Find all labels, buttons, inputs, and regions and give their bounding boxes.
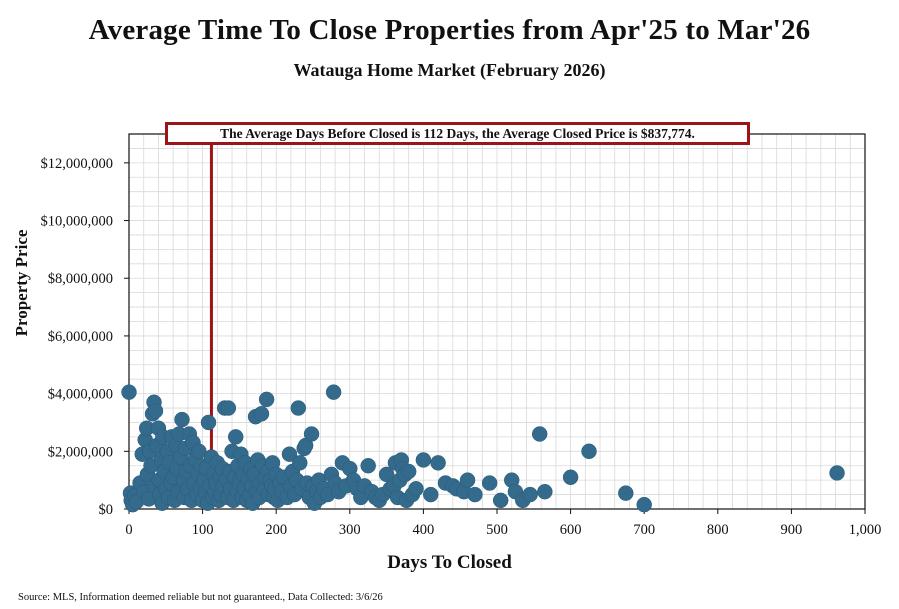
data-point: [200, 414, 217, 431]
x-tick-label: 400: [413, 522, 435, 538]
x-tick-label: 0: [125, 522, 132, 538]
data-point: [121, 384, 137, 400]
y-tick-label: $8,000,000: [48, 271, 113, 287]
y-tick-label: $10,000,000: [41, 214, 114, 230]
data-point: [492, 492, 509, 509]
data-point: [325, 384, 342, 400]
data-point: [303, 426, 320, 442]
x-tick-label: 800: [707, 522, 729, 538]
data-point: [174, 411, 190, 428]
data-point: [636, 496, 652, 513]
x-tick-label: 700: [633, 522, 655, 538]
data-point: [360, 457, 376, 474]
data-point: [220, 400, 237, 416]
source-note: Source: MLS, Information deemed reliable…: [18, 592, 383, 603]
data-point: [467, 486, 483, 503]
x-tick-label: 1,000: [849, 522, 882, 538]
x-tick-label: 500: [486, 522, 508, 538]
data-point: [147, 403, 164, 419]
data-point: [522, 486, 538, 503]
data-point: [258, 391, 275, 408]
x-tick-label: 100: [192, 522, 214, 538]
data-point: [378, 466, 395, 483]
data-point: [423, 486, 439, 503]
x-tick-label: 200: [265, 522, 287, 538]
tick-labels: 0 100 200 300 400 500 600 700 800 900 1,000 $0 $2,00…: [41, 156, 882, 538]
data-point: [281, 446, 298, 462]
y-tick-label: $6,000,000: [48, 329, 113, 345]
data-point: [481, 475, 498, 491]
x-tick-label: 300: [339, 522, 361, 538]
y-tick-label: $0: [99, 502, 114, 518]
x-tick-label: 600: [560, 522, 582, 538]
x-axis-label: Days To Closed: [387, 552, 512, 573]
chart-title: Average Time To Close Properties from Ap…: [88, 14, 811, 46]
data-points: [121, 384, 845, 513]
data-point: [537, 483, 553, 500]
data-point: [290, 400, 307, 416]
y-tick-label: $12,000,000: [41, 156, 114, 172]
data-point: [253, 406, 270, 422]
data-point: [430, 455, 446, 471]
chart-subtitle: Watauga Home Market (February 2026): [293, 60, 606, 80]
data-point: [227, 429, 244, 445]
data-point: [400, 463, 417, 480]
data-point: [829, 465, 845, 481]
y-tick-label: $4,000,000: [48, 387, 113, 403]
data-point: [562, 469, 579, 486]
x-tick-label: 900: [781, 522, 803, 538]
data-point: [581, 443, 597, 460]
average-annotation-box: The Average Days Before Closed is 112 Da…: [165, 122, 750, 145]
data-point: [618, 485, 634, 501]
y-tick-label: $2,000,000: [48, 444, 113, 460]
data-point: [292, 455, 308, 471]
data-point: [415, 452, 432, 468]
data-point: [459, 472, 476, 488]
data-point: [531, 426, 548, 442]
data-point: [408, 481, 424, 497]
